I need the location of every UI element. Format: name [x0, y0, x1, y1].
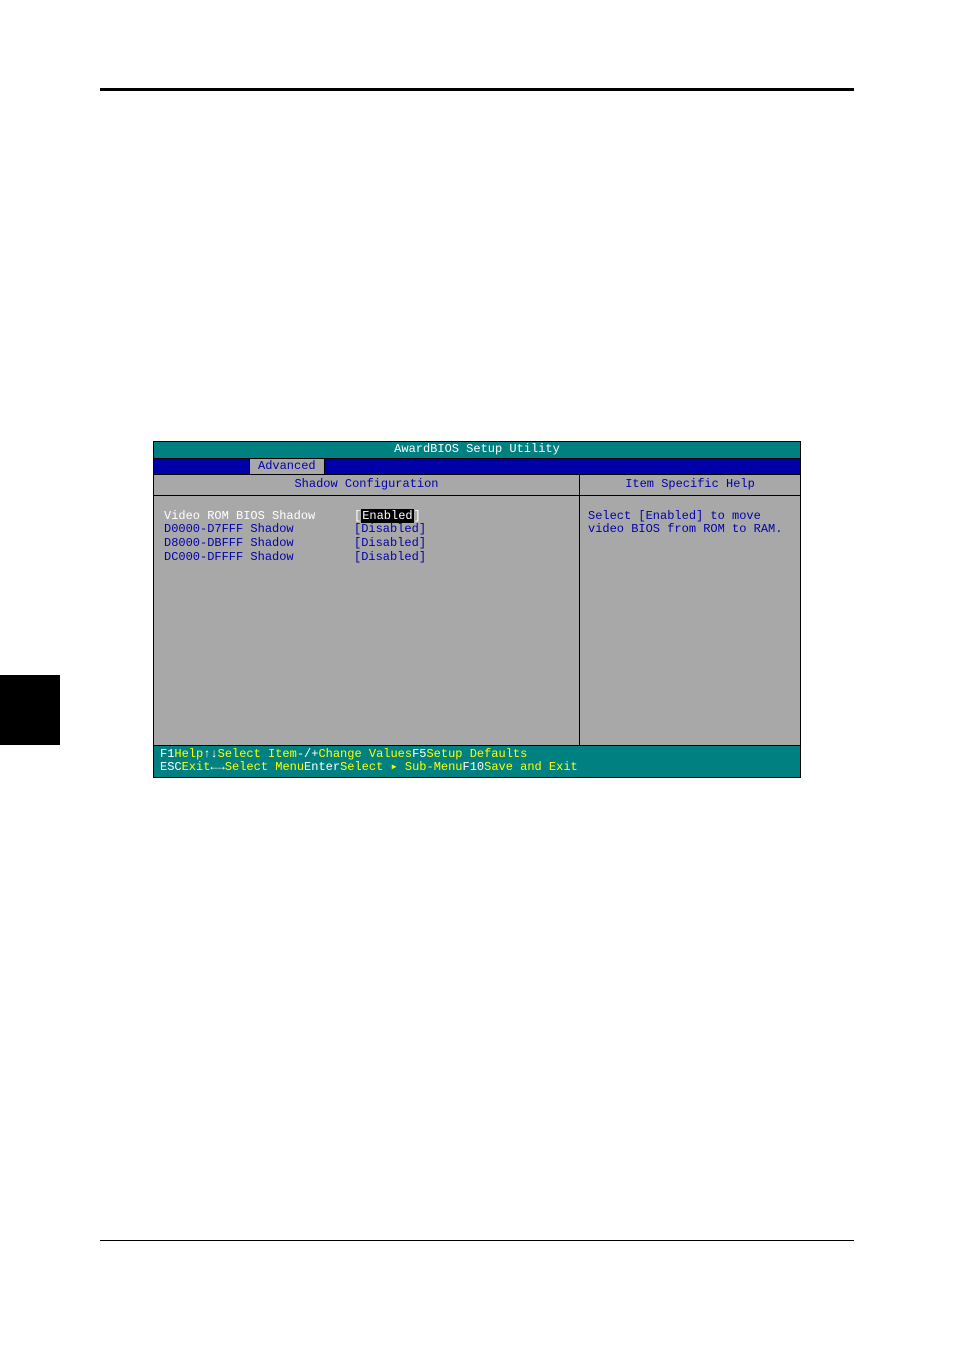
setting-label: Video ROM BIOS Shadow — [164, 510, 354, 524]
bios-footer: F1 Help ↑↓ Select Item -/+ Change Values… — [154, 746, 800, 778]
footer-key: -/+ — [297, 748, 319, 762]
arrow-updown-icon: ↑↓ — [203, 748, 217, 762]
setting-value: [Disabled] — [354, 537, 426, 551]
footer-key: ESC — [160, 761, 182, 775]
footer-key: F1 — [160, 748, 174, 762]
panel-header-left: Shadow Configuration — [154, 475, 580, 495]
footer-label: Select Item — [218, 748, 297, 762]
help-panel: Select [Enabled] to move video BIOS from… — [580, 496, 800, 745]
header-left-text: Shadow Configuration — [294, 477, 438, 491]
footer-key: F5 — [412, 748, 426, 762]
footer-label: Select Menu — [225, 761, 304, 775]
setting-value: [Disabled] — [354, 523, 426, 537]
setting-value: [Enabled] — [354, 510, 421, 524]
footer-label: Save and Exit — [484, 761, 578, 775]
setting-row[interactable]: Video ROM BIOS Shadow [Enabled] — [164, 510, 569, 524]
footer-key: Enter — [304, 761, 340, 775]
setting-row[interactable]: D0000-D7FFF Shadow [Disabled] — [164, 523, 569, 537]
footer-label: Exit — [182, 761, 211, 775]
bios-title-bar: AwardBIOS Setup Utility — [154, 442, 800, 459]
bios-body: Video ROM BIOS Shadow [Enabled] D0000-D7… — [154, 496, 800, 746]
arrow-leftright-icon: ←→ — [210, 761, 224, 775]
setting-label: D8000-DBFFF Shadow — [164, 537, 354, 551]
page-container: AwardBIOS Setup Utility Advanced Shadow … — [0, 0, 954, 1351]
bottom-divider — [100, 1240, 854, 1242]
tab-advanced[interactable]: Advanced — [249, 459, 325, 474]
footer-label: Help — [174, 748, 203, 762]
setting-value: [Disabled] — [354, 551, 426, 565]
help-text: Select [Enabled] to move video BIOS from… — [588, 509, 782, 537]
header-right-text: Item Specific Help — [625, 477, 755, 491]
top-divider — [100, 88, 854, 91]
setting-label: D0000-D7FFF Shadow — [164, 523, 354, 537]
tab-label: Advanced — [258, 459, 316, 473]
bios-window: AwardBIOS Setup Utility Advanced Shadow … — [153, 441, 801, 778]
footer-row-1: F1 Help ↑↓ Select Item -/+ Change Values… — [160, 748, 794, 762]
settings-panel: Video ROM BIOS Shadow [Enabled] D0000-D7… — [154, 496, 580, 745]
footer-label: Select ▸ Sub-Menu — [340, 761, 462, 775]
tab-spacer — [154, 459, 249, 474]
footer-label: Setup Defaults — [426, 748, 527, 762]
footer-row-2: ESC Exit ←→ Select Menu Enter Select ▸ S… — [160, 761, 794, 775]
bios-header-row: Shadow Configuration Item Specific Help — [154, 475, 800, 496]
bios-tab-row: Advanced — [154, 459, 800, 475]
setting-row[interactable]: D8000-DBFFF Shadow [Disabled] — [164, 537, 569, 551]
page-side-tab — [0, 675, 60, 745]
panel-header-right: Item Specific Help — [580, 475, 800, 495]
footer-label: Change Values — [318, 748, 412, 762]
setting-label: DC000-DFFFF Shadow — [164, 551, 354, 565]
footer-key: F10 — [463, 761, 485, 775]
setting-row[interactable]: DC000-DFFFF Shadow [Disabled] — [164, 551, 569, 565]
bios-title: AwardBIOS Setup Utility — [394, 442, 560, 456]
